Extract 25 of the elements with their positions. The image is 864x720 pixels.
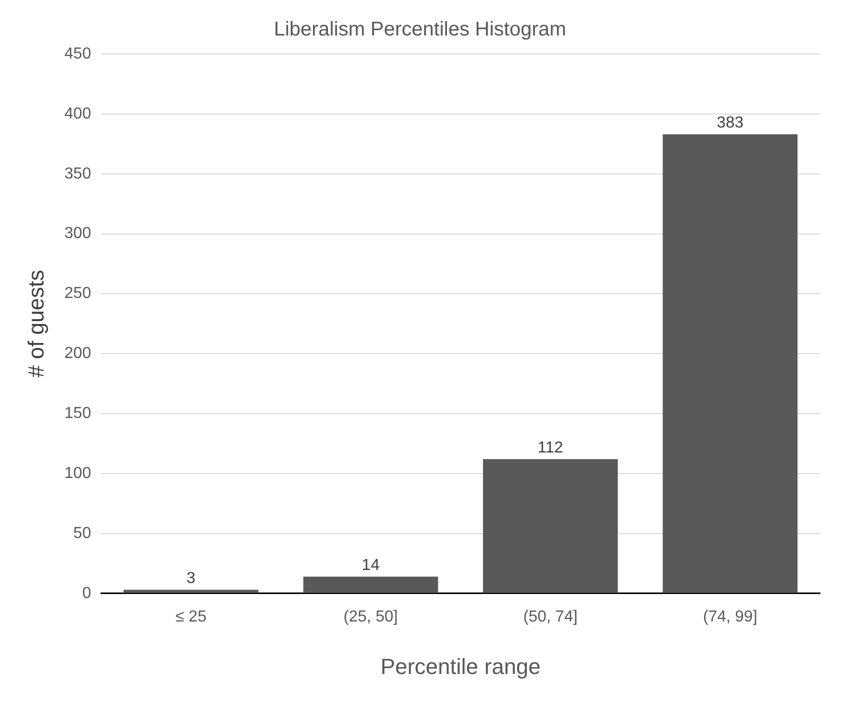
y-tick-label: 450 [64,45,92,62]
y-axis-title: # of guests [23,270,48,378]
data-label: 383 [716,114,744,132]
y-tick-label: 400 [64,105,92,122]
y-tick-label: 250 [64,285,92,302]
data-label: 14 [362,557,380,574]
bar [124,590,258,593]
bar [662,134,798,593]
y-tick-label: 200 [64,345,92,362]
y-tick-label: 150 [64,405,92,422]
data-label: 112 [538,440,564,457]
y-tick-label: 300 [64,225,92,242]
x-tick-label: (25, 50] [344,608,398,626]
bar [483,459,618,593]
x-tick-label: ≤ 25 [175,608,207,626]
y-tick-label: 100 [64,464,92,482]
data-label: 3 [186,570,196,588]
x-tick-label: (50, 74] [523,608,578,626]
y-tick-label: 0 [82,584,92,602]
chart-title: Liberalism Percentiles Histogram [274,18,566,41]
x-tick-label: (74, 99] [703,608,758,626]
y-tick-label: 50 [73,524,92,542]
y-tick-label: 350 [64,165,92,182]
x-axis-title: Percentile range [380,654,541,679]
bar [303,576,438,593]
